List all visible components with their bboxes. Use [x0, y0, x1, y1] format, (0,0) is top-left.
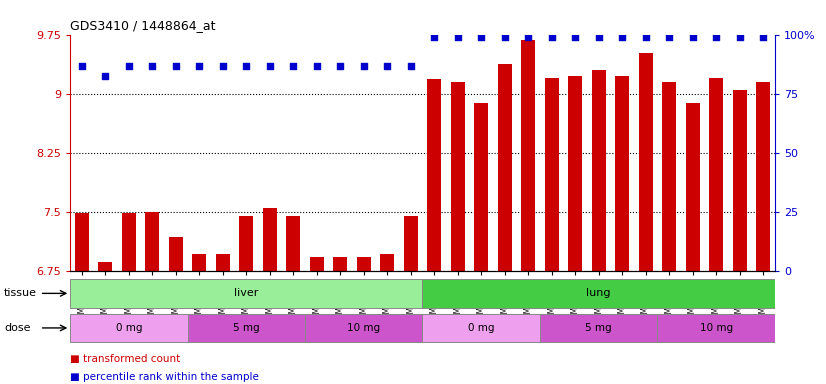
Text: 5 mg: 5 mg [586, 323, 612, 333]
Bar [756, 82, 770, 271]
Bar [240, 216, 254, 271]
Bar [263, 208, 277, 271]
Point [686, 34, 699, 40]
Bar [404, 216, 418, 271]
Point [122, 63, 135, 69]
Bar [310, 257, 324, 271]
Point [404, 63, 417, 69]
Bar [427, 79, 441, 271]
Point [357, 63, 370, 69]
Point [263, 63, 277, 69]
Bar [216, 254, 230, 271]
Point [334, 63, 347, 69]
Bar [305, 314, 423, 342]
Point [146, 63, 159, 69]
Bar [540, 314, 657, 342]
Text: lung: lung [586, 288, 611, 298]
Point [639, 34, 653, 40]
Point [169, 63, 183, 69]
Bar [70, 279, 423, 308]
Bar [474, 103, 488, 271]
Point [192, 63, 206, 69]
Bar [287, 216, 301, 271]
Point [521, 34, 534, 40]
Bar [122, 213, 136, 271]
Point [99, 73, 112, 79]
Point [615, 34, 629, 40]
Point [662, 34, 676, 40]
Bar [98, 262, 112, 271]
Point [545, 34, 558, 40]
Bar [521, 40, 535, 271]
Bar [333, 257, 348, 271]
Bar [380, 254, 394, 271]
Point [216, 63, 230, 69]
Point [287, 63, 300, 69]
Bar [568, 76, 582, 271]
Bar [357, 257, 371, 271]
Point [381, 63, 394, 69]
Bar [497, 64, 512, 271]
Text: 10 mg: 10 mg [347, 323, 380, 333]
Text: 5 mg: 5 mg [233, 323, 259, 333]
Point [451, 34, 464, 40]
Text: ■ transformed count: ■ transformed count [70, 354, 180, 364]
Point [733, 34, 746, 40]
Point [757, 34, 770, 40]
Point [710, 34, 723, 40]
Bar [422, 279, 775, 308]
Text: 10 mg: 10 mg [700, 323, 733, 333]
Bar [145, 212, 159, 271]
Bar [709, 78, 723, 271]
Text: tissue: tissue [4, 288, 37, 298]
Bar [638, 53, 653, 271]
Bar [662, 82, 676, 271]
Bar [591, 70, 605, 271]
Point [475, 34, 488, 40]
Text: dose: dose [4, 323, 31, 333]
Bar [75, 213, 89, 271]
Point [592, 34, 605, 40]
Text: liver: liver [234, 288, 259, 298]
Point [240, 63, 253, 69]
Text: 0 mg: 0 mg [116, 323, 142, 333]
Bar [733, 90, 747, 271]
Bar [192, 254, 206, 271]
Point [311, 63, 324, 69]
Bar [657, 314, 775, 342]
Bar [169, 237, 183, 271]
Bar [422, 314, 540, 342]
Bar [686, 103, 700, 271]
Point [428, 34, 441, 40]
Bar [188, 314, 305, 342]
Bar [544, 78, 558, 271]
Point [75, 63, 88, 69]
Point [498, 34, 511, 40]
Text: ■ percentile rank within the sample: ■ percentile rank within the sample [70, 372, 259, 382]
Point [568, 34, 582, 40]
Bar [70, 314, 188, 342]
Text: 0 mg: 0 mg [468, 323, 495, 333]
Bar [615, 76, 629, 271]
Bar [451, 82, 465, 271]
Text: GDS3410 / 1448864_at: GDS3410 / 1448864_at [70, 19, 216, 32]
